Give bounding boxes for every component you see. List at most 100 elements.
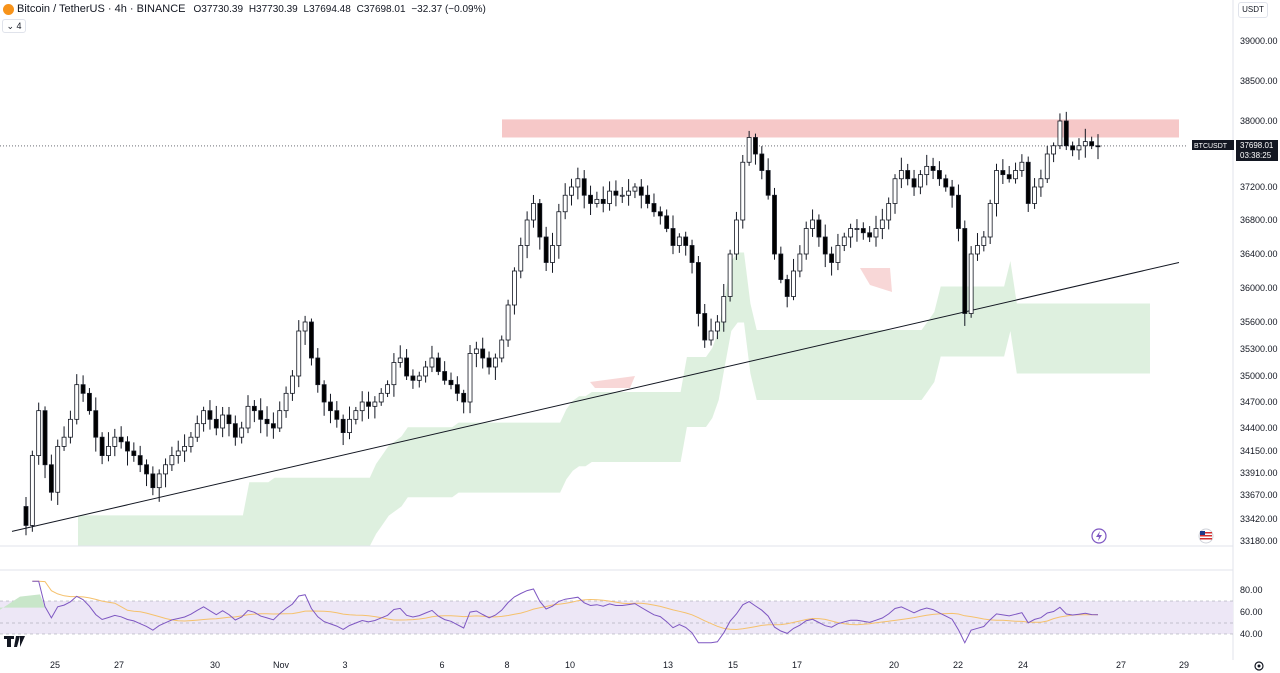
candle-body: [232, 423, 238, 438]
currency-selector[interactable]: USDT: [1238, 2, 1268, 18]
candle-body: [296, 330, 302, 377]
candle-body: [968, 253, 974, 314]
time-axis-label: 25: [50, 660, 60, 670]
price-axis-label: 35600.00: [1240, 317, 1278, 327]
candle-body: [772, 194, 777, 255]
time-axis-label: 15: [728, 660, 738, 670]
candle-body: [1051, 145, 1056, 155]
candle-body: [194, 423, 200, 438]
candle-body: [651, 203, 657, 213]
candle-body: [144, 464, 149, 475]
low-value: L37694.48: [303, 3, 351, 15]
close-value: C37698.01: [356, 3, 406, 15]
candle-body: [480, 348, 486, 359]
candle-body: [163, 464, 168, 475]
candle-body: [841, 236, 847, 246]
candle-body: [454, 384, 460, 394]
candle-body: [353, 410, 359, 420]
settings-gear-icon[interactable]: [1254, 661, 1264, 671]
candle-body: [816, 219, 822, 238]
candle-body: [600, 198, 606, 204]
candle-body: [740, 161, 746, 221]
candle-body: [372, 401, 378, 407]
ohlc-readout: O37730.39 H37730.39 L37694.48 C37698.01 …: [194, 4, 489, 15]
candle-body: [23, 506, 29, 526]
candle-body: [746, 137, 752, 163]
candle-body: [55, 445, 61, 493]
candle-body: [290, 375, 295, 394]
candle-body: [822, 236, 828, 255]
price-tag: BTCUSDT 37698.01 03:38:25: [1192, 140, 1278, 161]
candle-body: [29, 455, 35, 526]
candle-body: [575, 178, 581, 188]
rsi-axis-label: 60.00: [1240, 607, 1263, 617]
candle-body: [486, 357, 492, 368]
price-axis-label: 33670.00: [1240, 490, 1278, 500]
open-value: O37730.39: [193, 3, 244, 15]
candle-body: [112, 436, 118, 447]
rsi-ma-line: [32, 580, 1099, 631]
candle-body: [150, 473, 156, 489]
price-tag-ticker: BTCUSDT: [1194, 143, 1228, 150]
candle-body: [1057, 120, 1063, 147]
price-axis-label: 38500.00: [1240, 76, 1278, 86]
candlestick-series: [23, 111, 1101, 536]
candle-body: [594, 198, 600, 204]
time-axis-label: 24: [1018, 660, 1028, 670]
candle-body: [175, 450, 181, 456]
us-flag-icon[interactable]: [1198, 528, 1214, 544]
candle-body: [87, 392, 92, 412]
candle-body: [169, 455, 175, 466]
candle-body: [309, 321, 314, 359]
candle-body: [791, 270, 796, 297]
candle-body: [607, 190, 612, 204]
price-axis-label: 34150.00: [1240, 446, 1278, 456]
high-value: H37730.39: [248, 3, 298, 15]
symbol-title[interactable]: Bitcoin / TetherUS · 4h · BINANCE: [17, 3, 186, 15]
candle-body: [708, 330, 714, 341]
price-axis-label: 39000.00: [1240, 36, 1278, 46]
price-axis-label: 33910.00: [1240, 468, 1278, 478]
alert-icon[interactable]: [1091, 528, 1107, 544]
candle-body: [239, 427, 245, 438]
candle-body: [1095, 145, 1101, 148]
candle-body: [860, 228, 866, 234]
candle-body: [753, 137, 758, 155]
candle-body: [118, 436, 124, 443]
candle-body: [359, 401, 365, 412]
candle-body: [277, 410, 283, 429]
candle-body: [48, 464, 54, 493]
time-axis-label: 3: [342, 660, 347, 670]
candle-body: [1006, 174, 1012, 180]
candle-body: [702, 313, 708, 341]
time-axis-label: 22: [953, 660, 963, 670]
candle-body: [404, 357, 409, 377]
candle-body: [689, 245, 695, 263]
price-axis-label: 35300.00: [1240, 344, 1278, 354]
candle-body: [251, 405, 257, 412]
candle-body: [1082, 141, 1088, 147]
candle-body: [1089, 141, 1095, 147]
candle-body: [42, 410, 48, 466]
candle-body: [924, 165, 930, 176]
candle-body: [448, 379, 454, 386]
cloud-area: [78, 252, 1150, 546]
candle-body: [937, 170, 942, 180]
candle-body: [302, 321, 308, 332]
candle-body: [778, 253, 784, 280]
candle-body: [664, 215, 670, 229]
indicator-collapse-button[interactable]: ⌄ 4: [2, 19, 26, 33]
candle-body: [892, 178, 898, 204]
time-axis-label: Nov: [273, 660, 290, 670]
candle-body: [524, 219, 530, 246]
candle-body: [391, 362, 397, 386]
candle-body: [657, 211, 663, 217]
candle-body: [543, 236, 549, 263]
candle-body: [410, 375, 416, 381]
candle-body: [898, 170, 904, 180]
candle-body: [943, 178, 949, 188]
candle-body: [80, 384, 86, 394]
candle-body: [962, 228, 968, 314]
candle-body: [328, 401, 333, 412]
